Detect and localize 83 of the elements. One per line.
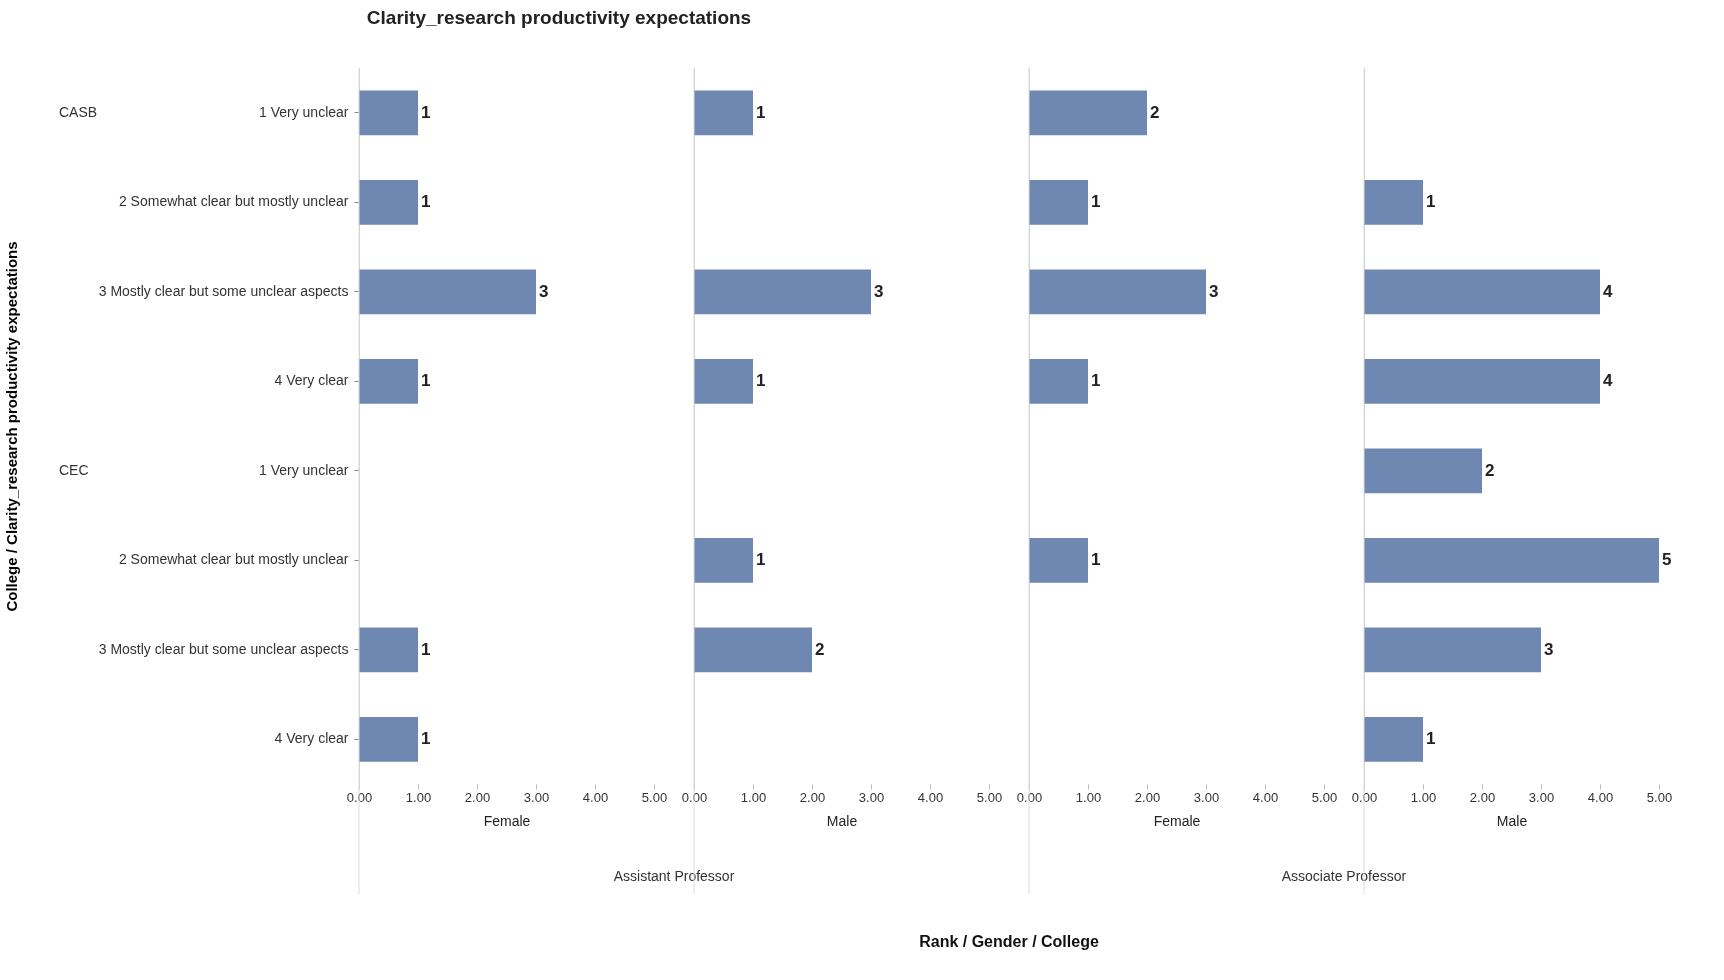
data-label: 2 (1150, 102, 1160, 122)
bar (1029, 537, 1088, 583)
data-label: 1 (756, 371, 766, 391)
data-label: 3 (874, 281, 884, 301)
data-label: 3 (1544, 639, 1554, 659)
y-tick-label: 4 Very clear (274, 372, 349, 389)
text: Rank / Gender / College (919, 933, 1099, 950)
bar (1364, 448, 1482, 494)
x-tick-label: 4.00 (1252, 789, 1279, 805)
text: CEC (59, 461, 89, 478)
x-tick-label: 4.00 (917, 789, 944, 805)
data-label: 1 (421, 102, 431, 122)
x-tick-label: 0.00 (1351, 789, 1378, 805)
y-tick-label: 1 Very unclear (259, 103, 349, 120)
x-tick-label: 3.00 (858, 789, 885, 805)
data-label: 1 (421, 192, 431, 212)
x-axis-title: Male (826, 812, 858, 829)
data-label: 2 (1485, 460, 1495, 480)
data-label: 1 (421, 371, 431, 391)
bar (1029, 358, 1088, 404)
data-label: 1 (756, 550, 766, 570)
x-tick-label: 5.00 (1646, 789, 1673, 805)
x-tick-label: 2.00 (464, 789, 491, 805)
chart-title: Clarity_research productivity expectations (366, 6, 752, 28)
bar (1029, 179, 1088, 225)
x-tick-label: 5.00 (976, 789, 1003, 805)
x-axis-title: Female (1153, 812, 1201, 829)
y-tick-label: 1 Very unclear (259, 461, 349, 478)
data-label: 1 (1426, 729, 1436, 749)
bar (1029, 269, 1206, 315)
data-label: 1 (756, 102, 766, 122)
bar (694, 358, 753, 404)
x-axis-title: Female (483, 812, 531, 829)
bar (694, 627, 812, 673)
x-tick-label: 2.00 (1134, 789, 1161, 805)
x-tick-label: 2.00 (799, 789, 826, 805)
x-tick-label: 0.00 (346, 789, 373, 805)
data-label: 1 (421, 639, 431, 659)
y-tick-label: 3 Mostly clear but some unclear aspects (98, 640, 349, 657)
data-label: 4 (1603, 371, 1613, 391)
text: Associate Professor (1281, 868, 1407, 884)
x-tick-label: 5.00 (641, 789, 668, 805)
data-label: 5 (1662, 550, 1672, 570)
bar (1364, 179, 1423, 225)
bar (1364, 716, 1423, 762)
y-tick-label: 2 Somewhat clear but mostly unclear (118, 193, 349, 210)
x-tick-label: 2.00 (1469, 789, 1496, 805)
data-label: 1 (1091, 371, 1101, 391)
x-tick-label: 3.00 (523, 789, 550, 805)
text: Assistant Professor (613, 868, 735, 884)
x-tick-label: 0.00 (1016, 789, 1043, 805)
y-tick-label: 2 Somewhat clear but mostly unclear (118, 551, 349, 568)
x-tick-label: 3.00 (1193, 789, 1220, 805)
bar (1364, 269, 1600, 315)
data-label: 4 (1603, 281, 1613, 301)
data-label: 1 (421, 729, 431, 749)
x-tick-label: 1.00 (1075, 789, 1102, 805)
bar (694, 537, 753, 583)
x-tick-label: 1.00 (405, 789, 432, 805)
x-tick-label: 4.00 (582, 789, 609, 805)
x-tick-label: 1.00 (1410, 789, 1437, 805)
bar (1364, 537, 1659, 583)
x-tick-label: 1.00 (740, 789, 767, 805)
bar (1364, 358, 1600, 404)
data-label: 3 (539, 281, 549, 301)
bar (1029, 90, 1147, 136)
data-label: 1 (1091, 192, 1101, 212)
x-axis-title: Male (1496, 812, 1528, 829)
bar (694, 90, 753, 136)
y-tick-label: 4 Very clear (274, 730, 349, 747)
data-label: 1 (1426, 192, 1436, 212)
x-tick-label: 3.00 (1528, 789, 1555, 805)
x-tick-label: 4.00 (1587, 789, 1614, 805)
data-label: 2 (815, 639, 825, 659)
bar (694, 269, 871, 315)
text: CASB (59, 103, 98, 120)
bar (1364, 627, 1541, 673)
x-tick-label: 0.00 (681, 789, 708, 805)
data-label: 1 (1091, 550, 1101, 570)
x-tick-label: 5.00 (1311, 789, 1338, 805)
data-label: 3 (1209, 281, 1219, 301)
y-tick-label: 3 Mostly clear but some unclear aspects (98, 282, 349, 299)
y-axis-title: College / Clarity_research productivity expectations (2, 241, 20, 612)
